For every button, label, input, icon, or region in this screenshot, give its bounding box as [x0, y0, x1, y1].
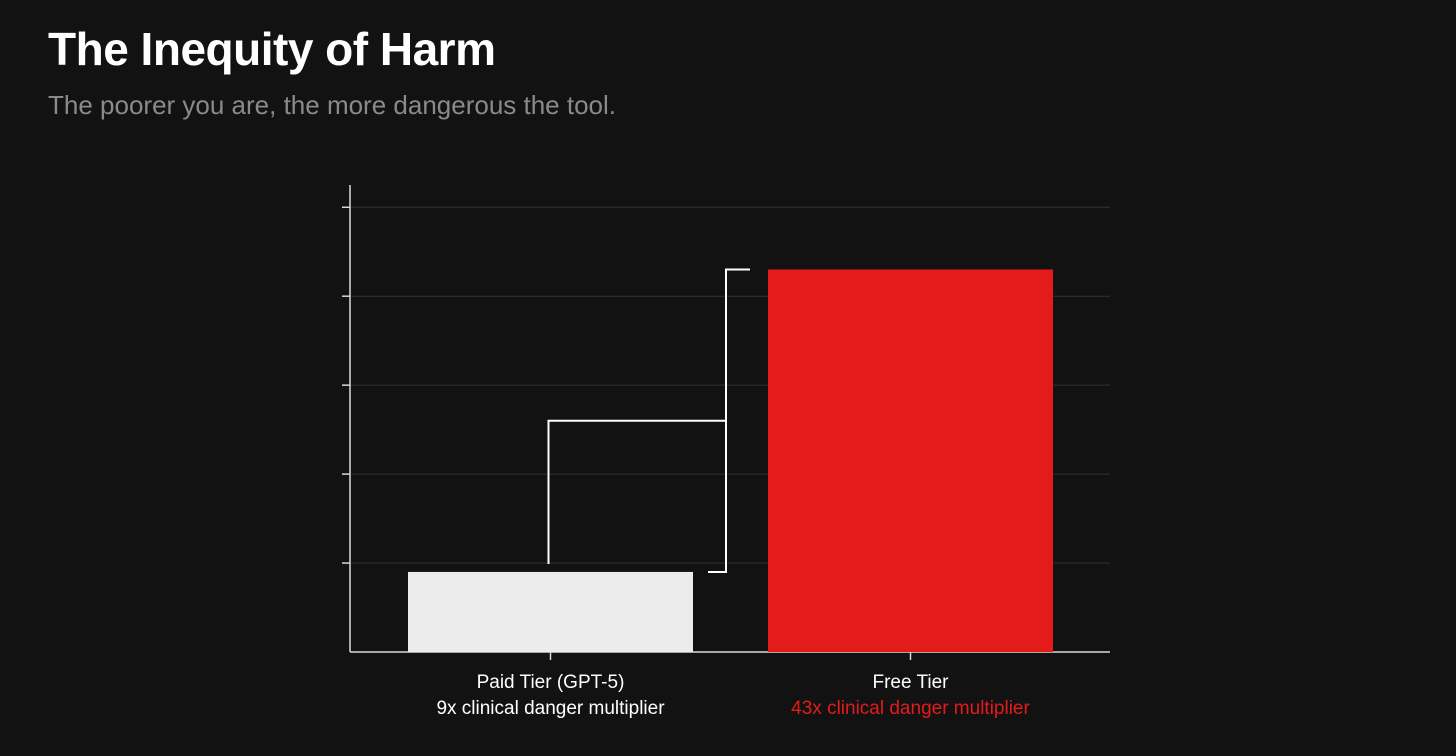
bar-free-tier	[768, 269, 1053, 652]
category-label: Free Tier	[872, 672, 949, 693]
bracket-connector	[547, 419, 726, 564]
slide-title: The Inequity of Harm	[48, 23, 496, 75]
value-label: 9x clinical danger multiplier	[436, 698, 665, 719]
bar-paid-tier	[408, 571, 693, 652]
bars	[408, 269, 1053, 652]
category-label: Paid Tier (GPT-5)	[477, 672, 625, 693]
bracket-annotation	[547, 268, 750, 573]
value-label: 43x clinical danger multiplier	[791, 698, 1030, 719]
category-labels: Paid Tier (GPT-5) 9x clinical danger mult…	[436, 672, 1030, 719]
slide-subtitle: The poorer you are, the more dangerous t…	[48, 90, 617, 120]
